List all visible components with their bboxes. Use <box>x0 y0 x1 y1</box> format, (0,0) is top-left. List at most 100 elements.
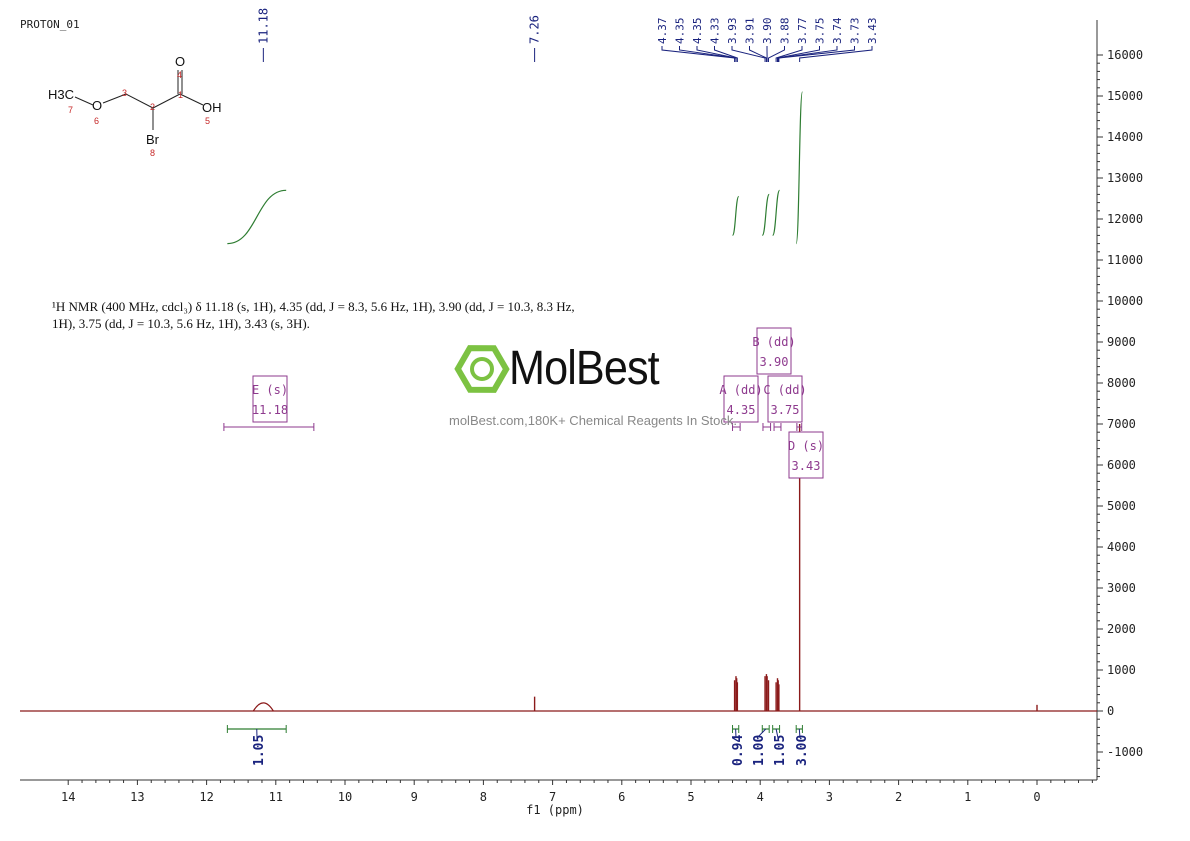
peak-label: 3.74 <box>831 17 844 44</box>
multiplet-letter: E (s) <box>252 383 288 397</box>
nmr-description-line2: 1H), 3.75 (dd, J = 10.3, 5.6 Hz, 1H), 3.… <box>52 316 310 331</box>
peak-label-connector <box>777 46 820 62</box>
x-tick-label: 7 <box>549 790 556 804</box>
x-tick-label: 8 <box>480 790 487 804</box>
multiplet-box <box>788 431 824 479</box>
integral-label: 3.00 <box>795 735 810 766</box>
peak-labels: 11.18 7.26 4.37 4.35 4.35 4.33 3.93 3.91 3.90 3.8… <box>256 8 879 62</box>
peak-label: 3.90 <box>761 18 774 45</box>
peak-label-connector <box>731 46 766 62</box>
x-tick-label: 13 <box>130 790 144 804</box>
peak-label: 3.73 <box>849 18 862 45</box>
atom-number-5: 5 <box>205 116 210 126</box>
peak-label-connector <box>679 46 737 62</box>
integral-connector <box>775 728 779 739</box>
peak-label: 3.43 <box>866 18 879 45</box>
spectrum-peak <box>252 702 274 712</box>
y-tick-label: 4000 <box>1107 540 1136 554</box>
x-tick-label: 9 <box>411 790 418 804</box>
peak-label: 3.91 <box>744 18 757 45</box>
multiplet-letter: C (dd) <box>763 383 806 397</box>
x-tick-label: 10 <box>338 790 352 804</box>
peak-label-connector <box>775 46 803 62</box>
multiplet-box <box>756 327 792 375</box>
peak-label-connector <box>749 46 767 62</box>
multiplet-letter: D (s) <box>788 439 824 453</box>
peak-label: 3.88 <box>779 18 792 45</box>
y-tick-label: 9000 <box>1107 335 1136 349</box>
spectrum-title: PROTON_01 <box>20 18 80 31</box>
x-tick-label: 0 <box>1033 790 1040 804</box>
integral-label: 0.94 <box>731 735 746 766</box>
y-tick-label: 16000 <box>1107 48 1143 62</box>
y-tick-label: 14000 <box>1107 130 1143 144</box>
y-tick-label: -1000 <box>1107 745 1143 759</box>
integral-curve <box>761 193 770 236</box>
x-tick-label: 3 <box>826 790 833 804</box>
y-tick-label: 6000 <box>1107 458 1136 472</box>
watermark-url: molBest.com,180K+ Chemical Reagents In S… <box>449 413 737 428</box>
x-tick-label: 5 <box>687 790 694 804</box>
integral-curve <box>731 195 740 236</box>
y-tick-label: 10000 <box>1107 294 1143 308</box>
integral-connector <box>756 728 767 739</box>
peak-label-connector <box>714 46 738 62</box>
multiplet-shift: 3.43 <box>792 459 821 473</box>
x-tick-label: 11 <box>269 790 283 804</box>
axes: 14 13 12 11 10 9 8 7 6 5 4 3 2 1 0f1 (ppm)160001500014… <box>20 20 1143 817</box>
x-tick-label: 2 <box>895 790 902 804</box>
multiplet-shift: 4.35 <box>727 403 756 417</box>
y-tick-label: 7000 <box>1107 417 1136 431</box>
atom-number-3: 3 <box>122 88 127 98</box>
integral-connector <box>798 728 801 739</box>
y-tick-label: 15000 <box>1107 89 1143 103</box>
x-tick-label: 12 <box>199 790 213 804</box>
multiplet-letter: B (dd) <box>752 335 795 349</box>
x-axis-label: f1 (ppm) <box>526 803 584 817</box>
y-tick-label: 2000 <box>1107 622 1136 636</box>
peak-label: 11.18 <box>256 8 270 44</box>
multiplet-box <box>252 375 288 423</box>
peak-label: 4.33 <box>709 18 722 45</box>
atom-number-1: 1 <box>178 90 183 100</box>
peak-label-connector <box>696 46 737 62</box>
y-tick-label: 3000 <box>1107 581 1136 595</box>
integral-curve <box>772 189 781 236</box>
x-tick-label: 4 <box>757 790 764 804</box>
y-tick-label: 13000 <box>1107 171 1143 185</box>
peak-label-connector <box>799 46 873 62</box>
y-tick-label: 0 <box>1107 704 1114 718</box>
atom-bromine: Br <box>146 132 160 147</box>
multiplet-shift: 11.18 <box>252 403 288 417</box>
nmr-description-line1: ¹H NMR (400 MHz, cdcl₃) δ 11.18 (s, 1H),… <box>52 299 575 314</box>
integral-curves <box>227 91 804 245</box>
y-tick-label: 11000 <box>1107 253 1143 267</box>
atom-hydroxyl: OH <box>202 100 222 115</box>
molecule-structure: H3C O OH O Br 7 6 3 2 1 4 5 8 <box>48 54 222 158</box>
multiplet-box <box>767 375 803 423</box>
y-tick-label: 12000 <box>1107 212 1143 226</box>
atom-ch3: H3C <box>48 87 74 102</box>
peak-label-connector <box>777 46 838 62</box>
spectrum <box>20 424 1097 712</box>
atom-carbonyl-oxygen: O <box>175 54 185 69</box>
x-tick-label: 14 <box>61 790 75 804</box>
atom-number-2: 2 <box>150 102 155 112</box>
molbest-logo-icon <box>454 345 510 393</box>
peak-label-connector <box>661 46 736 62</box>
multiplet-shift: 3.75 <box>771 403 800 417</box>
atom-number-8: 8 <box>150 148 155 158</box>
multiplet-box <box>723 375 759 423</box>
integral-label: 1.00 <box>752 735 767 766</box>
y-tick-label: 5000 <box>1107 499 1136 513</box>
atom-number-6: 6 <box>94 116 99 126</box>
nmr-description: ¹H NMR (400 MHz, cdcl₃) δ 11.18 (s, 1H),… <box>52 298 632 332</box>
integral-marks: 1.05 0.94 1.00 1.05 3.00 <box>226 725 810 766</box>
peak-label: 7.26 <box>528 15 542 44</box>
integral-label: 1.05 <box>773 735 788 766</box>
peak-label: 4.35 <box>691 18 704 45</box>
peak-label: 4.35 <box>674 18 687 45</box>
integral-label: 1.05 <box>252 735 267 766</box>
multiplet-boxes: E (s) 11.18 A (dd) 4.35 B (dd) 3.90 C (dd) 3.75… <box>223 327 824 479</box>
